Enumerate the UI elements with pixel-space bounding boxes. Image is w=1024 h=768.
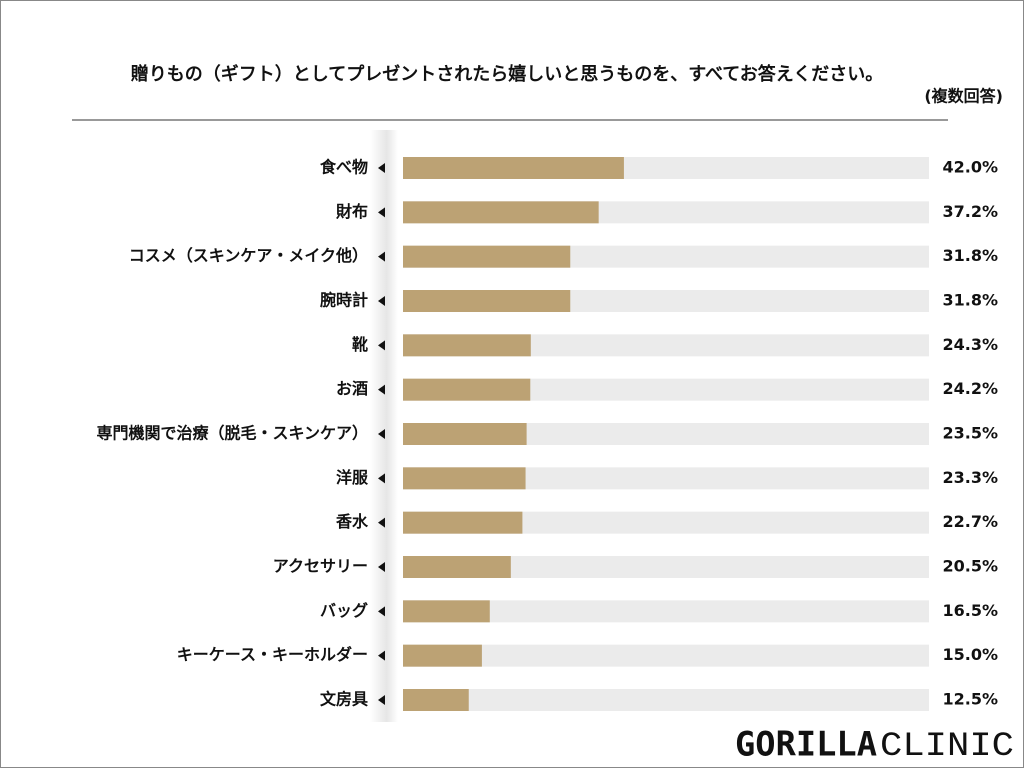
logo-bold: GORILLA — [735, 725, 877, 765]
pointer — [378, 296, 385, 306]
bar — [403, 556, 511, 578]
value-label: 22.7% — [942, 512, 998, 531]
bar-track — [403, 378, 929, 401]
bar-track — [403, 467, 929, 490]
bar — [403, 511, 523, 534]
pointer — [378, 207, 385, 218]
value-label: 37.2% — [942, 202, 998, 221]
bar — [403, 689, 469, 711]
pointer — [378, 650, 385, 661]
pointer — [378, 340, 385, 351]
bar-track — [403, 689, 929, 711]
pointer — [378, 562, 385, 572]
pointer — [378, 517, 385, 528]
shadow-strip — [370, 130, 398, 722]
bar — [403, 600, 490, 623]
bar-track — [403, 423, 929, 445]
bar-track — [403, 511, 929, 534]
category-label: アクセサリー — [273, 557, 368, 576]
bar — [403, 245, 571, 268]
logo-light: CLINIC — [880, 728, 1014, 766]
category-label: 財布 — [336, 202, 368, 221]
pointer — [378, 251, 385, 262]
category-label: 食べ物 — [319, 158, 368, 177]
bar — [403, 334, 531, 357]
value-label: 31.8% — [942, 291, 998, 310]
bar — [403, 290, 571, 312]
pointer — [378, 163, 385, 173]
bar — [403, 467, 526, 490]
bar-track — [403, 600, 929, 623]
pointer — [378, 473, 385, 484]
pointer — [378, 606, 385, 617]
value-label: 16.5% — [942, 601, 998, 620]
value-label: 12.5% — [942, 690, 998, 709]
bar-track — [403, 334, 929, 357]
category-label: 腕時計 — [320, 291, 368, 310]
value-label: 42.0% — [942, 158, 998, 177]
chart-title: 贈りもの（ギフト）としてプレゼントされたら嬉しいと思うものを、すべてお答えくださ… — [131, 63, 883, 85]
value-label: 23.3% — [942, 468, 998, 487]
value-label: 20.5% — [942, 557, 998, 576]
bar — [403, 201, 599, 224]
category-label: 靴 — [352, 335, 368, 354]
category-label: 文房具 — [320, 690, 368, 709]
category-label: キーケース・キーホルダー — [177, 645, 368, 664]
value-label: 15.0% — [942, 645, 998, 664]
pointer — [378, 695, 385, 705]
category-label: 専門機関で治療（脱毛・スキンケア） — [96, 424, 368, 443]
bar-track — [403, 644, 929, 667]
bar — [403, 644, 482, 667]
value-label: 23.5% — [942, 424, 998, 443]
value-label: 24.2% — [942, 379, 998, 398]
pointer — [378, 384, 385, 395]
category-label: 洋服 — [336, 468, 369, 487]
chart-subtitle: (複数回答) — [924, 87, 1003, 106]
category-label: お酒 — [336, 379, 368, 398]
bar — [403, 423, 527, 445]
category-label: 香水 — [335, 512, 369, 531]
bar — [403, 378, 531, 401]
value-label: 31.8% — [942, 246, 998, 265]
category-label: バッグ — [320, 601, 368, 620]
bar — [403, 157, 624, 179]
category-label: コスメ（スキンケア・メイク他） — [129, 246, 368, 265]
value-label: 24.3% — [942, 335, 998, 354]
pointer — [378, 429, 385, 439]
bar-track — [403, 556, 929, 578]
